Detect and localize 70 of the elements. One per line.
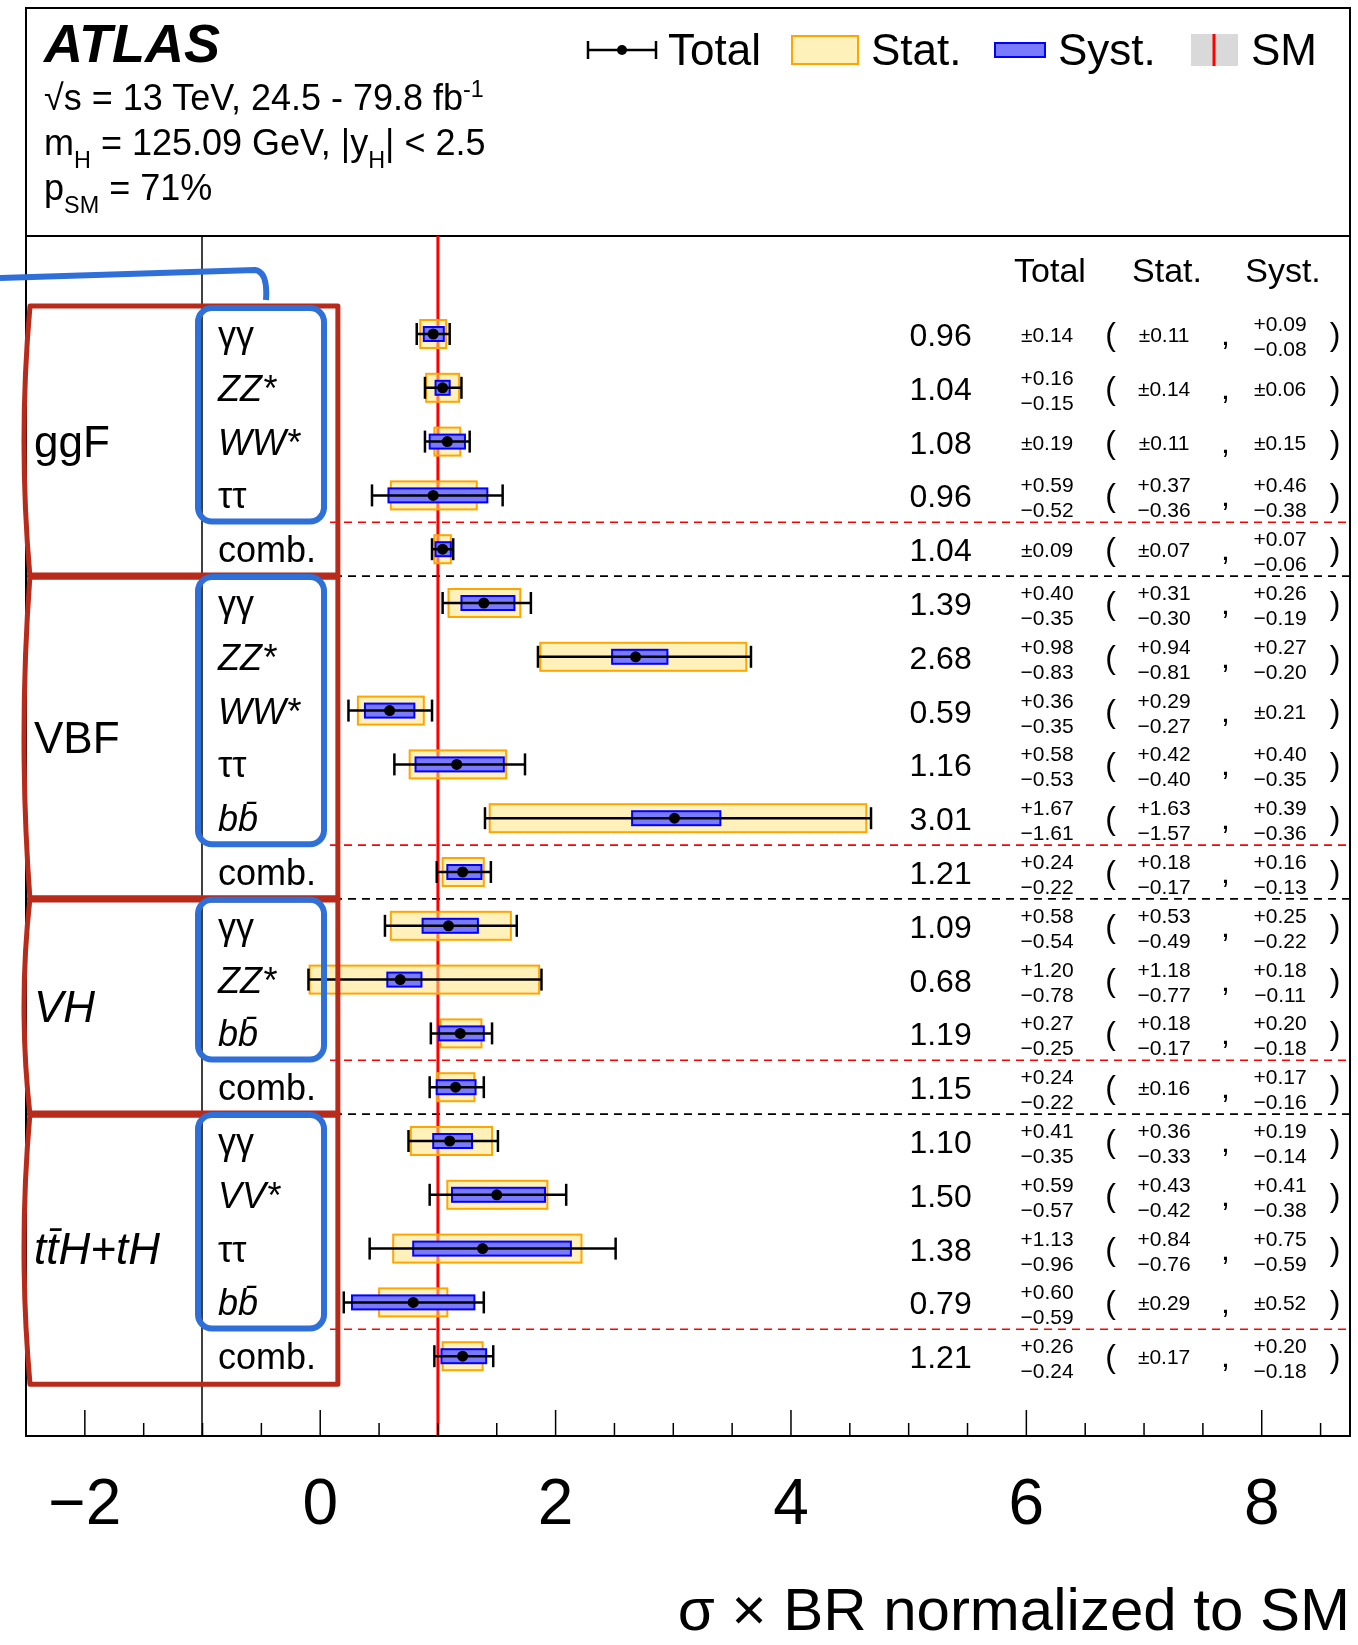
legend-label: Total xyxy=(668,25,761,74)
text: Total xyxy=(1014,251,1086,289)
x-tick-label: 6 xyxy=(1008,1466,1045,1538)
y-tick-label: ττ xyxy=(218,475,247,517)
y-tick-label: bb̄ xyxy=(218,798,259,840)
text: ATLAS xyxy=(42,13,220,73)
x-tick-label: −2 xyxy=(48,1466,122,1538)
text: 1.21 +0.26 −0.24 ( ±0.17 , +0.20 −0.18 ) xyxy=(909,1334,1341,1383)
annotation: VH xyxy=(34,981,96,1031)
y-tick-label: VV* xyxy=(218,1174,282,1216)
y-tick-label: comb. xyxy=(218,1067,317,1109)
text: 0.79 +0.60 −0.59 ( ±0.29 , ±0.52 ) xyxy=(909,1280,1341,1329)
y-tick-label: comb. xyxy=(218,1336,317,1378)
text: √s = 13 TeV, 24.5 - 79.8 fb$^{-1}$ xyxy=(44,76,484,118)
text: 1.04 ±0.09 ( ±0.07 , +0.07 −0.06 ) xyxy=(909,527,1341,576)
text: 1.39 +0.40 −0.35 ( +0.31 −0.30 , +0.26 −0.19 ) xyxy=(909,581,1341,629)
point xyxy=(491,1189,503,1201)
y-tick-label: WW* xyxy=(218,421,301,463)
x-tick-label: 0 xyxy=(302,1466,339,1538)
annotation: VBF xyxy=(34,712,120,762)
text: 1.04 +0.16 −0.15 ( ±0.14 , ±0.06 ) xyxy=(909,365,1341,414)
text: 1.10 +0.41 −0.35 ( +0.36 −0.33 , +0.19 −0.14 ) xyxy=(909,1119,1341,1167)
text: 0.96 +0.59 −0.52 ( +0.37 −0.36 , +0.46 −0.38 ) xyxy=(909,473,1341,522)
x-tick-label: 2 xyxy=(537,1466,574,1538)
point xyxy=(427,489,439,501)
y-tick-label: WW* xyxy=(218,690,301,732)
text: 1.16 +0.58 −0.53 ( +0.42 −0.40 , +0.40 −0.35 ) xyxy=(909,742,1341,791)
text: 1.21 +0.24 −0.22 ( +0.18 −0.17 , +0.16 −0.13 ) xyxy=(909,850,1341,898)
x-tick-label: 8 xyxy=(1243,1466,1280,1538)
y-tick-label: ZZ* xyxy=(217,636,277,678)
point xyxy=(477,1243,489,1255)
y-tick-label: bb̄ xyxy=(218,1282,259,1324)
point xyxy=(443,920,454,932)
text: Syst. xyxy=(1245,251,1321,289)
y-tick-label: γγ xyxy=(218,1121,254,1162)
point xyxy=(451,758,463,770)
text: 1.08 ±0.19 ( ±0.11 , ±0.15 ) xyxy=(909,423,1341,461)
y-tick-label: ττ xyxy=(218,744,247,786)
text: 2.68 +0.98 −0.83 ( +0.94 −0.81 , +0.27 −0.20 ) xyxy=(909,634,1341,683)
annotation: tt̄H+tH xyxy=(34,1223,161,1273)
legend-label: Syst. xyxy=(1058,25,1156,74)
text: 0.68 +1.20 −0.78 ( +1.18 −0.77 , +0.18 −0.11 ) xyxy=(909,957,1341,1006)
text: 1.19 +0.27 −0.25 ( +0.18 −0.17 , +0.20 −0.18 ) xyxy=(909,1011,1341,1060)
text: Stat. xyxy=(1132,251,1202,289)
y-tick-label: ττ xyxy=(218,1228,247,1270)
point xyxy=(668,812,680,824)
point xyxy=(384,705,396,717)
text: 1.38 +1.13 −0.96 ( +0.84 −0.76 , +0.75 −0.59 ) xyxy=(909,1226,1341,1275)
text: 1.09 +0.58 −0.54 ( +0.53 −0.49 , +0.25 −0.22 ) xyxy=(909,903,1341,952)
point xyxy=(407,1296,419,1308)
y-tick-label: comb. xyxy=(218,529,317,571)
y-tick-label: comb. xyxy=(218,852,317,893)
point xyxy=(478,597,490,609)
annotation: ggF xyxy=(34,416,110,466)
x-tick-label: 4 xyxy=(773,1466,809,1538)
y-tick-label: bb̄ xyxy=(218,1013,259,1055)
text: 1.50 +0.59 −0.57 ( +0.43 −0.42 , +0.41 −0.38 ) xyxy=(909,1172,1341,1221)
point xyxy=(630,651,642,663)
legend-label: Stat. xyxy=(871,25,962,74)
y-tick-label: ZZ* xyxy=(217,367,277,409)
text: 0.96 ±0.14 ( ±0.11 , +0.09 −0.08 ) xyxy=(909,312,1341,360)
y-tick-label: γγ xyxy=(218,583,254,624)
text: 3.01 +1.67 −1.61 ( +1.63 −1.57 , +0.39 −0.36 ) xyxy=(909,796,1341,845)
text: 0.59 +0.36 −0.35 ( +0.29 −0.27 , ±0.21 ) xyxy=(909,688,1341,737)
text: 1.15 +0.24 −0.22 ( ±0.16 , +0.17 −0.16 ) xyxy=(909,1065,1341,1114)
y-tick-label: ZZ* xyxy=(217,959,277,1001)
legend-label: SM xyxy=(1251,25,1317,74)
x-axis-title: σ × BR normalized to SM xyxy=(677,1576,1350,1643)
y-tick-label: γγ xyxy=(218,905,254,947)
y-tick-label: γγ xyxy=(218,314,254,355)
